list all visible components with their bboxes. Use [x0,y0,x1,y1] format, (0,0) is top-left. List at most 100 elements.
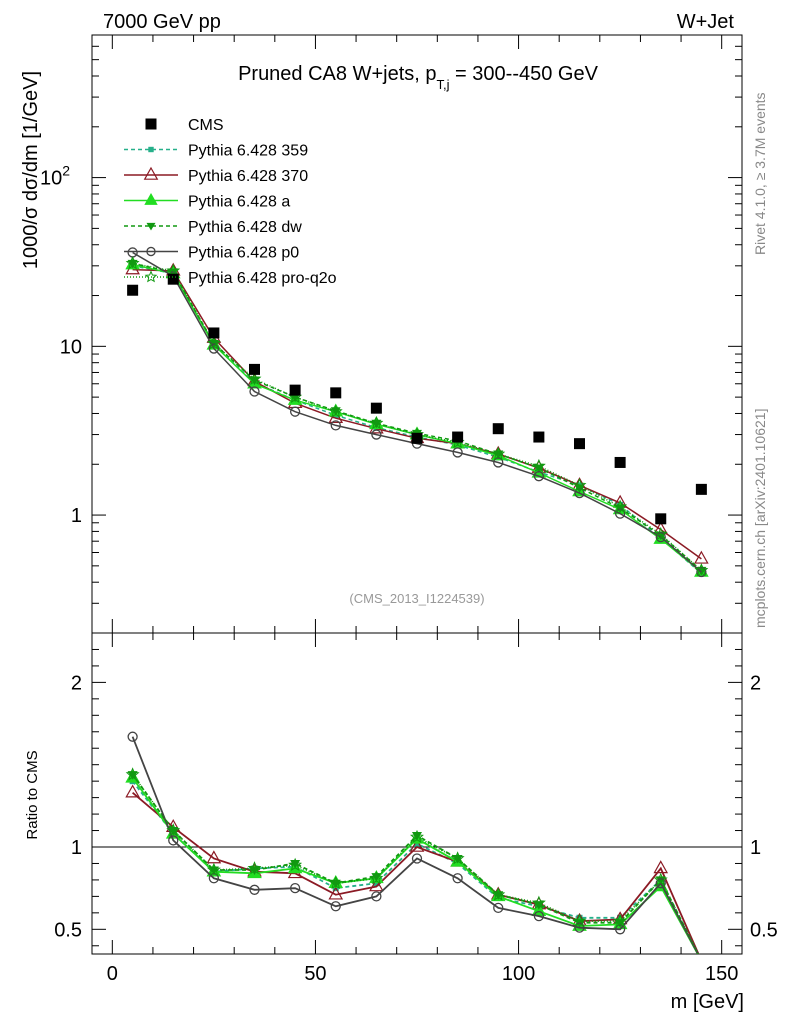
chart-title-main: Pruned CA8 W+jets, p [238,63,436,85]
x-tick-label: 100 [502,963,535,985]
ratio-point-series-1 [653,860,669,874]
ratio-series-line-4 [131,736,699,954]
y-axis-label-main: 1000/σ dσ/dm [1/GeV] [20,71,42,269]
cms-data-point [614,456,626,468]
ratio-point-series-1 [206,850,222,864]
ratio-point-series-4 [289,883,301,894]
ratio-point-series-5 [166,823,181,837]
ratio-point-series-5 [410,829,424,844]
legend-marker-1 [143,166,159,180]
main-point-series-5 [613,499,628,513]
analysis-id-label: (CMS_2013_I1224539) [349,591,484,606]
main-point-series-4 [533,471,545,482]
legend-marker-3 [146,222,156,231]
main-point-series-3 [290,393,301,403]
main-series-line-0 [132,265,702,575]
chart-title-rest: = 300--450 GeV [450,63,599,85]
main-point-series-3 [127,259,138,269]
y-tick-label-ratio-right: 0.5 [750,919,778,941]
cms-data-point [370,402,382,414]
cms-data-point [330,387,342,399]
ratio-point-series-4 [655,878,666,889]
cms-data-point [208,327,220,339]
ratio-point-series-3 [330,879,341,889]
y-tick-label-ratio-right: 2 [750,672,761,694]
ratio-point-series-0 [414,840,420,847]
ratio-point-series-4 [493,902,504,914]
main-series-line-2 [132,263,702,573]
ratio-point-series-0 [576,914,583,921]
main-point-series-3 [371,419,382,429]
main-point-series-5 [206,336,221,350]
main-point-series-4 [655,531,666,543]
main-point-series-4 [289,406,301,417]
y-axis-label-ratio: Ratio to CMS [24,750,41,839]
ratio-point-series-3 [371,873,382,882]
main-point-series-5 [491,446,506,460]
x-tick-label: 150 [705,963,738,985]
main-point-series-4 [696,566,707,578]
ratio-point-series-4 [411,853,423,864]
ratio-point-series-4 [452,873,463,884]
cms-data-point [574,438,585,450]
main-point-series-5 [166,263,181,277]
cms-data-point [695,483,707,495]
cms-data-point [492,423,504,435]
ratio-point-series-4 [614,924,626,935]
x-tick-label: 0 [107,963,118,985]
main-point-series-3 [168,268,179,278]
y-tick-label-main: 1 [71,505,82,527]
main-series-line-5 [132,262,702,571]
y-tick-label-ratio: 0.5 [54,919,82,941]
main-point-series-4 [249,386,260,397]
legend-label-1: Pythia 6.428 370 [188,168,308,185]
legend-label-cms: CMS [188,117,224,134]
legend-label-2: Pythia 6.428 a [188,194,290,211]
ratio-series-line-1 [132,792,700,954]
ratio-point-series-5 [531,895,546,909]
cms-data-point [411,432,423,444]
ratio-point-series-3 [412,831,422,841]
cms-data-point [533,431,545,443]
main-axis-ticks: 1 10 102 [40,34,742,634]
legend-marker-4 [146,246,156,257]
cms-data-point [655,513,667,525]
y-tick-label-ratio: 2 [71,672,82,694]
main-point-series-1 [694,550,709,564]
ratio-point-series-5 [369,870,384,885]
chart-title-sub: T,j [437,77,450,92]
legend-marker-0 [148,146,154,153]
ratio-point-series-4 [330,901,341,912]
ratio-point-series-4 [574,922,585,933]
main-point-series-5 [125,256,140,270]
ratio-axis-ticks: 0.5 0.5 1 1 2 2 [54,648,778,947]
main-series-layer [125,247,709,578]
x-axis-ticks: 0 50 100 150 [107,35,738,985]
ratio-point-series-4 [127,731,138,742]
main-point-series-5 [328,404,343,418]
main-point-series-3 [249,376,260,386]
ratio-point-series-4 [208,873,220,884]
ratio-point-series-5 [328,875,343,890]
ratio-point-series-5 [653,872,668,886]
ratio-point-series-5 [247,861,262,875]
legend: CMS Pythia 6.428 359 Pythia 6.428 370 Pythi… [124,117,337,287]
cms-data-point [289,384,301,396]
y-tick-label-main: 10 [60,336,82,358]
y-tick-label-ratio-right: 1 [750,837,761,859]
main-series-line-3 [132,262,702,571]
cms-data-points [127,273,707,525]
ratio-point-series-3 [655,876,666,885]
header-process-label: W+Jet [677,11,735,33]
chart-title: Pruned CA8 W+jets, pT,j = 300--450 GeV [238,63,599,92]
ratio-point-series-5 [450,851,465,865]
ratio-point-series-1 [409,838,425,852]
legend-marker-2 [144,192,158,205]
cms-data-point [249,363,260,375]
rivet-version-label: Rivet 4.1.0, ≥ 3.7M events [752,92,768,255]
ratio-point-series-5 [613,913,628,927]
main-point-series-4 [493,457,504,468]
legend-label-3: Pythia 6.428 dw [188,219,302,236]
main-point-series-4 [330,420,341,431]
legend-label-4: Pythia 6.428 p0 [188,245,299,262]
